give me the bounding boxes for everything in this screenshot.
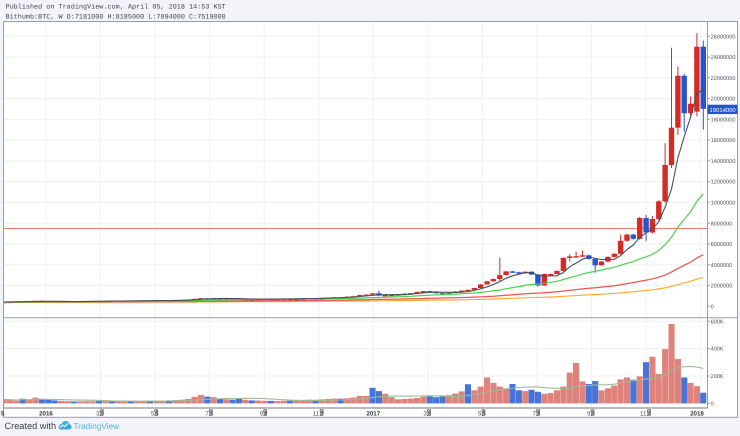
svg-text:4000000: 4000000 [711,263,733,269]
svg-text:Published on TradingView.com,: Published on TradingView.com, April 05, … [6,4,226,12]
svg-text:2017: 2017 [366,410,380,417]
svg-text:Created with: Created with [5,421,57,431]
svg-text:7: 7 [205,410,209,417]
svg-text:3: 3 [423,410,427,417]
svg-text:24000000: 24000000 [711,55,736,61]
svg-text:19014000: 19014000 [710,107,737,114]
svg-text:10000000: 10000000 [711,201,736,207]
svg-text:18000000: 18000000 [711,118,736,124]
svg-text:9: 9 [260,410,264,417]
svg-text:8000000: 8000000 [711,221,733,227]
svg-text:3: 3 [96,410,100,417]
svg-text:2018: 2018 [690,410,704,417]
svg-text:16000000: 16000000 [711,138,736,144]
svg-text:5: 5 [151,410,155,417]
svg-text:11: 11 [640,410,647,417]
svg-text:11: 11 [313,410,320,417]
svg-text:5: 5 [1,410,5,417]
svg-text:6000000: 6000000 [711,242,733,248]
svg-text:26000000: 26000000 [711,34,736,40]
svg-text:12000000: 12000000 [711,180,736,186]
svg-text:200K: 200K [711,374,724,380]
svg-text:14000000: 14000000 [711,159,736,165]
svg-text:5: 5 [478,410,482,417]
svg-text:TradingView: TradingView [74,421,121,431]
svg-text:9: 9 [587,410,591,417]
svg-text:400K: 400K [711,347,724,353]
svg-text:0: 0 [711,402,714,408]
svg-text:7: 7 [533,410,537,417]
svg-text:600K: 600K [711,319,724,325]
svg-text:2000000: 2000000 [711,284,733,290]
svg-text:22000000: 22000000 [711,76,736,82]
svg-text:Bithumb:BTC, W O:7181000 H:818: Bithumb:BTC, W O:7181000 H:8185000 L:709… [6,13,226,21]
svg-text:2016: 2016 [39,410,53,417]
svg-text:0: 0 [711,304,714,310]
svg-text:20000000: 20000000 [711,97,736,103]
